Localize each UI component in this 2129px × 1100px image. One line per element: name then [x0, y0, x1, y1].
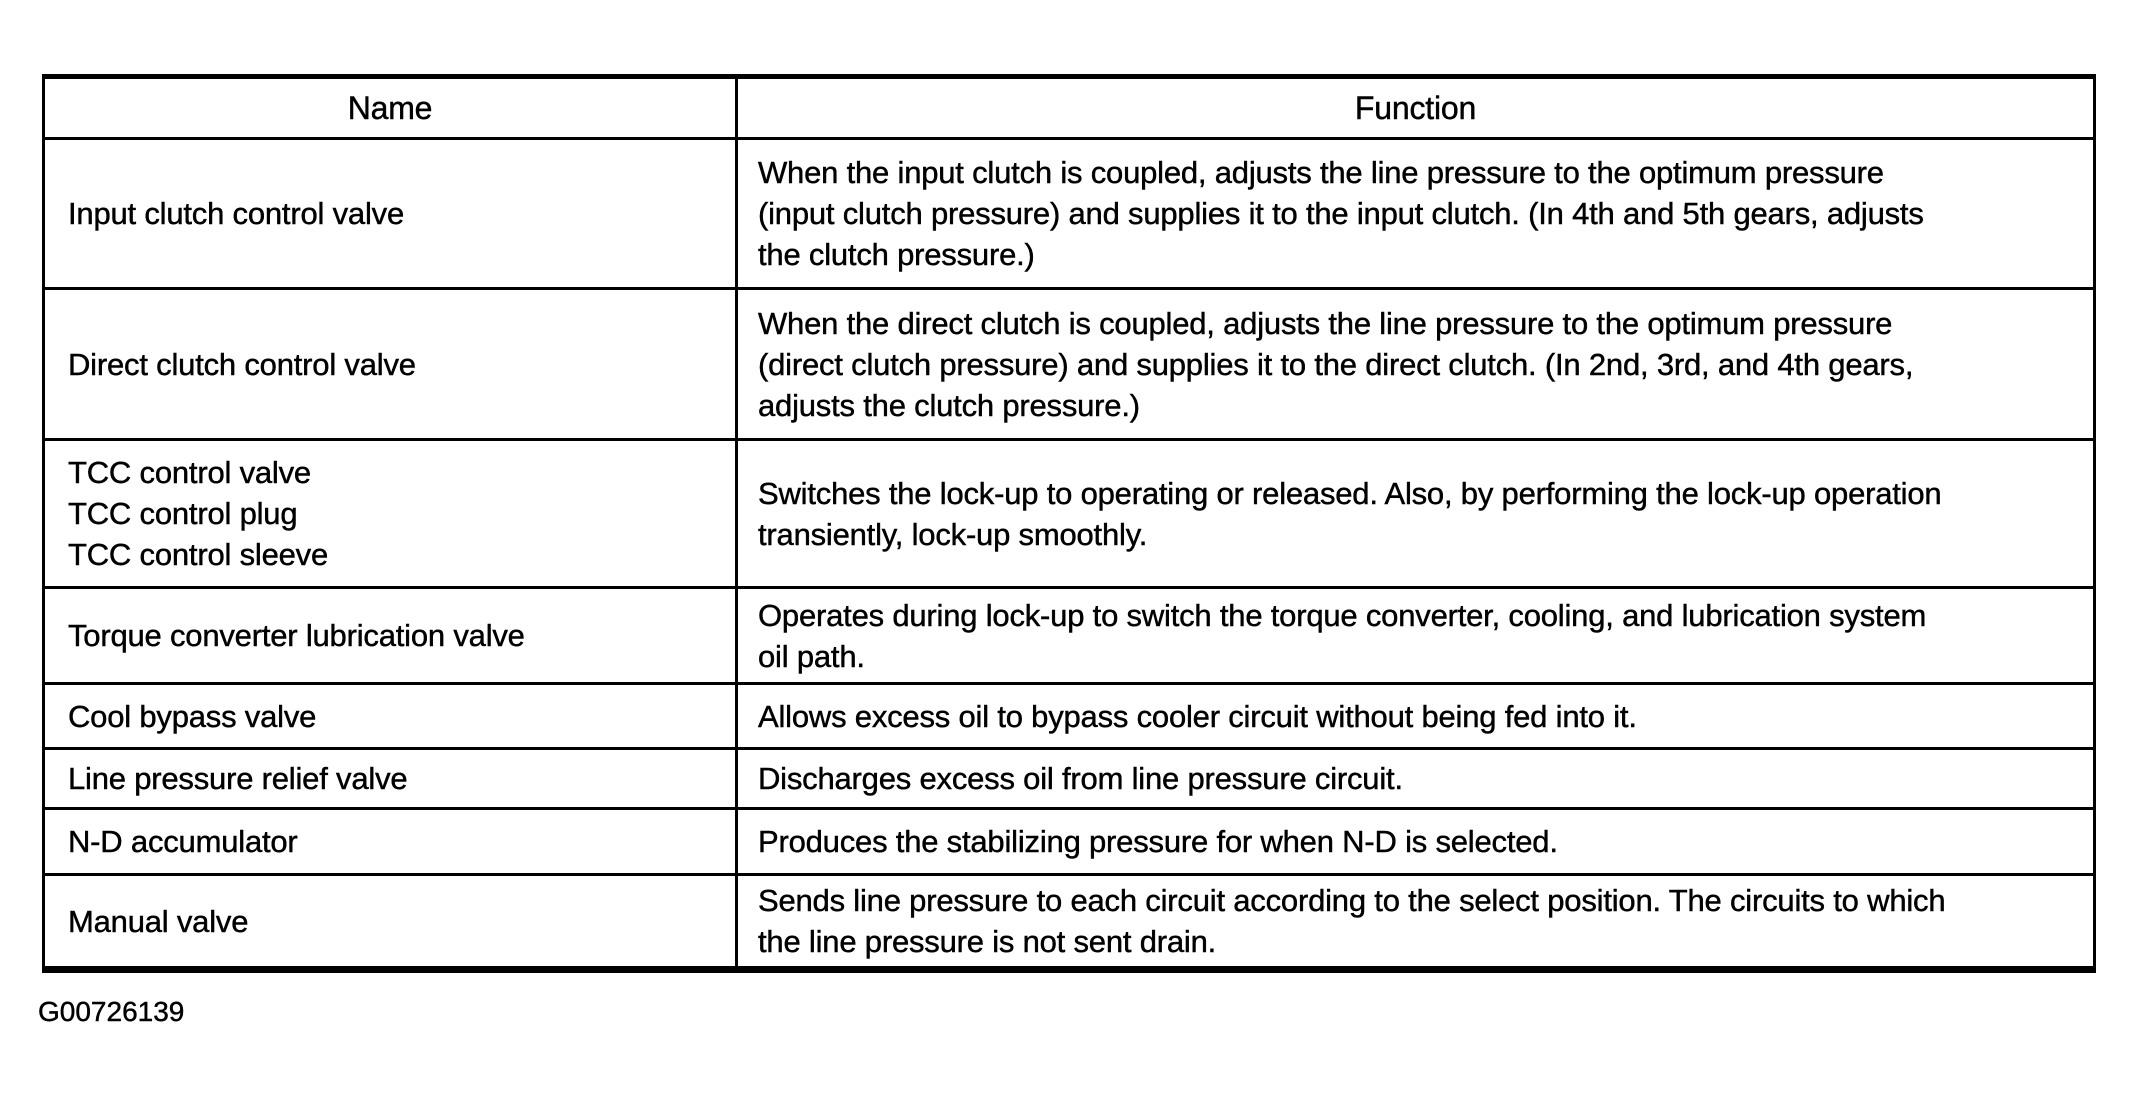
table-row: Torque converter lubrication valve Opera… [43, 587, 2095, 685]
valve-function-cell: Operates during lock-up to switch the to… [735, 587, 2095, 685]
valve-name-cell: Cool bypass valve [43, 683, 737, 750]
table-row: Cool bypass valve Allows excess oil to b… [43, 683, 2095, 750]
table-row: N-D accumulator Produces the stabilizing… [43, 808, 2095, 876]
table-row: Direct clutch control valve When the dir… [43, 288, 2095, 441]
valve-function-cell: When the direct clutch is coupled, adjus… [735, 288, 2095, 441]
figure-id: G00726139 [38, 996, 185, 1027]
column-header-name: Name [43, 76, 737, 140]
table-row: Manual valve Sends line pressure to each… [43, 874, 2095, 971]
table-row: TCC control valve TCC control plug TCC c… [43, 439, 2095, 589]
column-header-function: Function [735, 76, 2095, 140]
valve-name-cell: Input clutch control valve [43, 138, 737, 290]
valve-name-cell: Torque converter lubrication valve [43, 587, 737, 685]
valve-name-cell: Direct clutch control valve [43, 288, 737, 441]
valve-name-cell: Manual valve [43, 874, 737, 971]
table-row: Input clutch control valve When the inpu… [43, 138, 2095, 290]
valve-name-cell: TCC control valve TCC control plug TCC c… [43, 439, 737, 589]
valve-name-cell: Line pressure relief valve [43, 748, 737, 810]
valve-function-cell: When the input clutch is coupled, adjust… [735, 138, 2095, 290]
valve-function-cell: Discharges excess oil from line pressure… [735, 748, 2095, 810]
table-header-row: Name Function [43, 76, 2095, 140]
valve-function-cell: Switches the lock-up to operating or rel… [735, 439, 2095, 589]
valve-function-cell: Allows excess oil to bypass cooler circu… [735, 683, 2095, 750]
table-row: Line pressure relief valve Discharges ex… [43, 748, 2095, 810]
valve-function-cell: Sends line pressure to each circuit acco… [735, 874, 2095, 971]
valve-function-table: Name Function Input clutch control valve… [42, 74, 2096, 973]
valve-name-cell: N-D accumulator [43, 808, 737, 876]
valve-function-cell: Produces the stabilizing pressure for wh… [735, 808, 2095, 876]
